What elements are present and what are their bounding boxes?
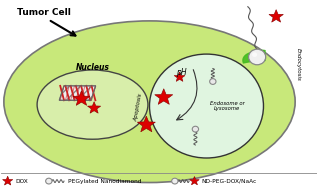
Polygon shape [243,52,265,63]
Text: Apoptosis: Apoptosis [134,93,143,122]
Polygon shape [269,10,283,22]
Circle shape [46,178,52,184]
Polygon shape [137,116,156,132]
Polygon shape [174,72,185,81]
Text: Endosome or
Lysosome: Endosome or Lysosome [210,101,245,112]
Ellipse shape [4,21,295,183]
Text: Nucleus: Nucleus [76,63,109,72]
Text: ND-PEG-DOX/NaAc: ND-PEG-DOX/NaAc [202,179,257,184]
Circle shape [249,49,266,65]
Circle shape [192,126,198,132]
Polygon shape [87,102,101,113]
Text: pH: pH [176,68,186,77]
Circle shape [172,178,178,184]
Text: Endocytosis: Endocytosis [296,48,301,81]
Polygon shape [256,50,265,61]
Text: PEGylated Nanodiamond: PEGylated Nanodiamond [68,179,141,184]
Polygon shape [73,91,90,105]
Polygon shape [59,86,96,100]
Polygon shape [190,177,199,185]
Circle shape [149,54,264,158]
Text: Tumor Cell: Tumor Cell [17,8,70,17]
Polygon shape [155,89,173,104]
Circle shape [252,52,257,57]
Ellipse shape [37,70,148,139]
Polygon shape [3,176,13,185]
Text: DOX: DOX [15,179,28,184]
Circle shape [210,79,216,84]
